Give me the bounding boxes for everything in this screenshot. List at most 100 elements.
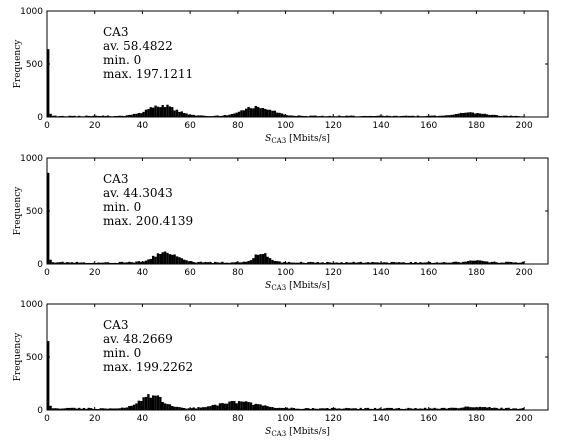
histogram-bar xyxy=(209,406,212,410)
histogram-bar xyxy=(223,262,226,264)
stats-annotation-line: min. 0 xyxy=(103,346,141,360)
histogram-bar xyxy=(70,407,74,410)
histogram-bar xyxy=(464,261,467,264)
histogram-bar xyxy=(321,115,324,117)
histogram-bar xyxy=(497,115,501,117)
histogram-bar xyxy=(459,262,463,264)
histogram-bar xyxy=(412,262,415,264)
histogram-bar xyxy=(490,261,494,264)
histogram-bar xyxy=(223,403,226,410)
x-tick-label: 0 xyxy=(44,121,50,131)
histogram-bar xyxy=(483,113,486,117)
histogram-bar xyxy=(307,262,310,264)
histogram-bar xyxy=(240,110,243,117)
histogram-bar xyxy=(452,261,455,264)
histogram-bar xyxy=(221,403,224,410)
histogram-bar xyxy=(378,262,381,264)
histogram-bar xyxy=(249,402,253,410)
histogram-bar xyxy=(252,258,255,264)
histogram-bar xyxy=(271,110,274,117)
histogram-bar xyxy=(485,407,489,410)
stats-annotation-line: max. 200.4139 xyxy=(103,214,193,228)
histogram-bar xyxy=(433,115,436,117)
histogram-bar xyxy=(342,408,346,410)
x-tick-label: 100 xyxy=(277,268,294,278)
histogram-bar xyxy=(247,106,250,117)
histogram-bar xyxy=(452,407,455,410)
histogram-bar xyxy=(447,408,451,410)
histogram-bar xyxy=(326,261,329,264)
stats-annotation-line: min. 0 xyxy=(103,200,141,214)
histogram-bar xyxy=(192,407,195,410)
histogram-bar xyxy=(101,115,105,117)
x-tick-label: 200 xyxy=(516,268,533,278)
histogram-bar xyxy=(49,113,52,117)
histogram-bar xyxy=(173,406,176,410)
histogram-bar xyxy=(349,115,353,117)
histogram-bar xyxy=(264,253,267,264)
histogram-bar xyxy=(419,408,422,410)
histogram-bar xyxy=(409,261,413,264)
histogram-bar xyxy=(426,408,429,410)
histogram-bar xyxy=(428,261,432,264)
histogram-bar xyxy=(159,107,162,117)
histogram-bar xyxy=(302,408,305,410)
histogram-bar xyxy=(254,403,257,410)
histogram-bar xyxy=(261,108,265,117)
stats-annotation-line: CA3 xyxy=(103,318,128,332)
histogram-bar xyxy=(402,262,405,264)
histogram-bar xyxy=(283,407,286,410)
histogram-bar xyxy=(318,262,322,264)
histogram-bar xyxy=(78,115,81,117)
histogram-bars xyxy=(47,172,525,264)
histogram-bar xyxy=(168,404,172,410)
histogram-bar xyxy=(223,114,226,117)
histogram-bar xyxy=(199,261,203,264)
histogram-bar xyxy=(497,408,501,410)
histogram-bar xyxy=(130,114,133,117)
histogram-bar xyxy=(381,408,384,410)
histogram-bar xyxy=(376,408,379,410)
histogram-bar xyxy=(369,115,372,117)
histogram-bar xyxy=(292,115,296,117)
histogram-bar xyxy=(216,405,219,410)
histogram-bar xyxy=(276,408,279,410)
histogram-bar xyxy=(175,109,179,117)
histogram-bar xyxy=(173,110,176,117)
histogram-bar xyxy=(254,254,257,264)
histogram-bar xyxy=(521,261,525,264)
histogram-bar xyxy=(104,262,107,264)
histogram-bar xyxy=(204,407,207,410)
histogram-bar xyxy=(395,408,398,410)
histogram-bar xyxy=(154,256,157,264)
histogram-bar xyxy=(47,341,50,410)
histogram-bar xyxy=(445,115,448,117)
histogram-bar xyxy=(156,253,160,264)
histogram-bar xyxy=(445,408,448,410)
histogram-bar xyxy=(505,261,508,264)
x-tick-label: 100 xyxy=(277,121,294,131)
histogram-bar xyxy=(80,408,83,410)
y-tick-label: 1000 xyxy=(20,300,43,310)
y-tick-label: 0 xyxy=(37,113,43,123)
histogram-bar xyxy=(438,262,441,264)
histogram-bar xyxy=(178,111,181,117)
histogram-bar xyxy=(318,408,322,410)
histogram-bar xyxy=(388,407,391,410)
histogram-bar xyxy=(287,261,291,264)
histogram-bar xyxy=(502,115,506,117)
histogram-bar xyxy=(340,408,343,410)
histogram-bar xyxy=(447,115,451,117)
histogram-bar xyxy=(237,262,241,264)
histogram-bar xyxy=(63,408,67,410)
histogram-bar xyxy=(106,408,110,410)
histogram-bar xyxy=(125,115,129,117)
histogram-bar xyxy=(166,104,169,117)
histogram-bar xyxy=(85,262,88,264)
histogram-bar xyxy=(190,261,193,264)
histogram-bar xyxy=(268,406,272,410)
histogram-bar xyxy=(457,262,460,264)
histogram-bar xyxy=(369,408,372,410)
histogram-bar xyxy=(330,407,334,410)
histogram-bar xyxy=(292,262,296,264)
